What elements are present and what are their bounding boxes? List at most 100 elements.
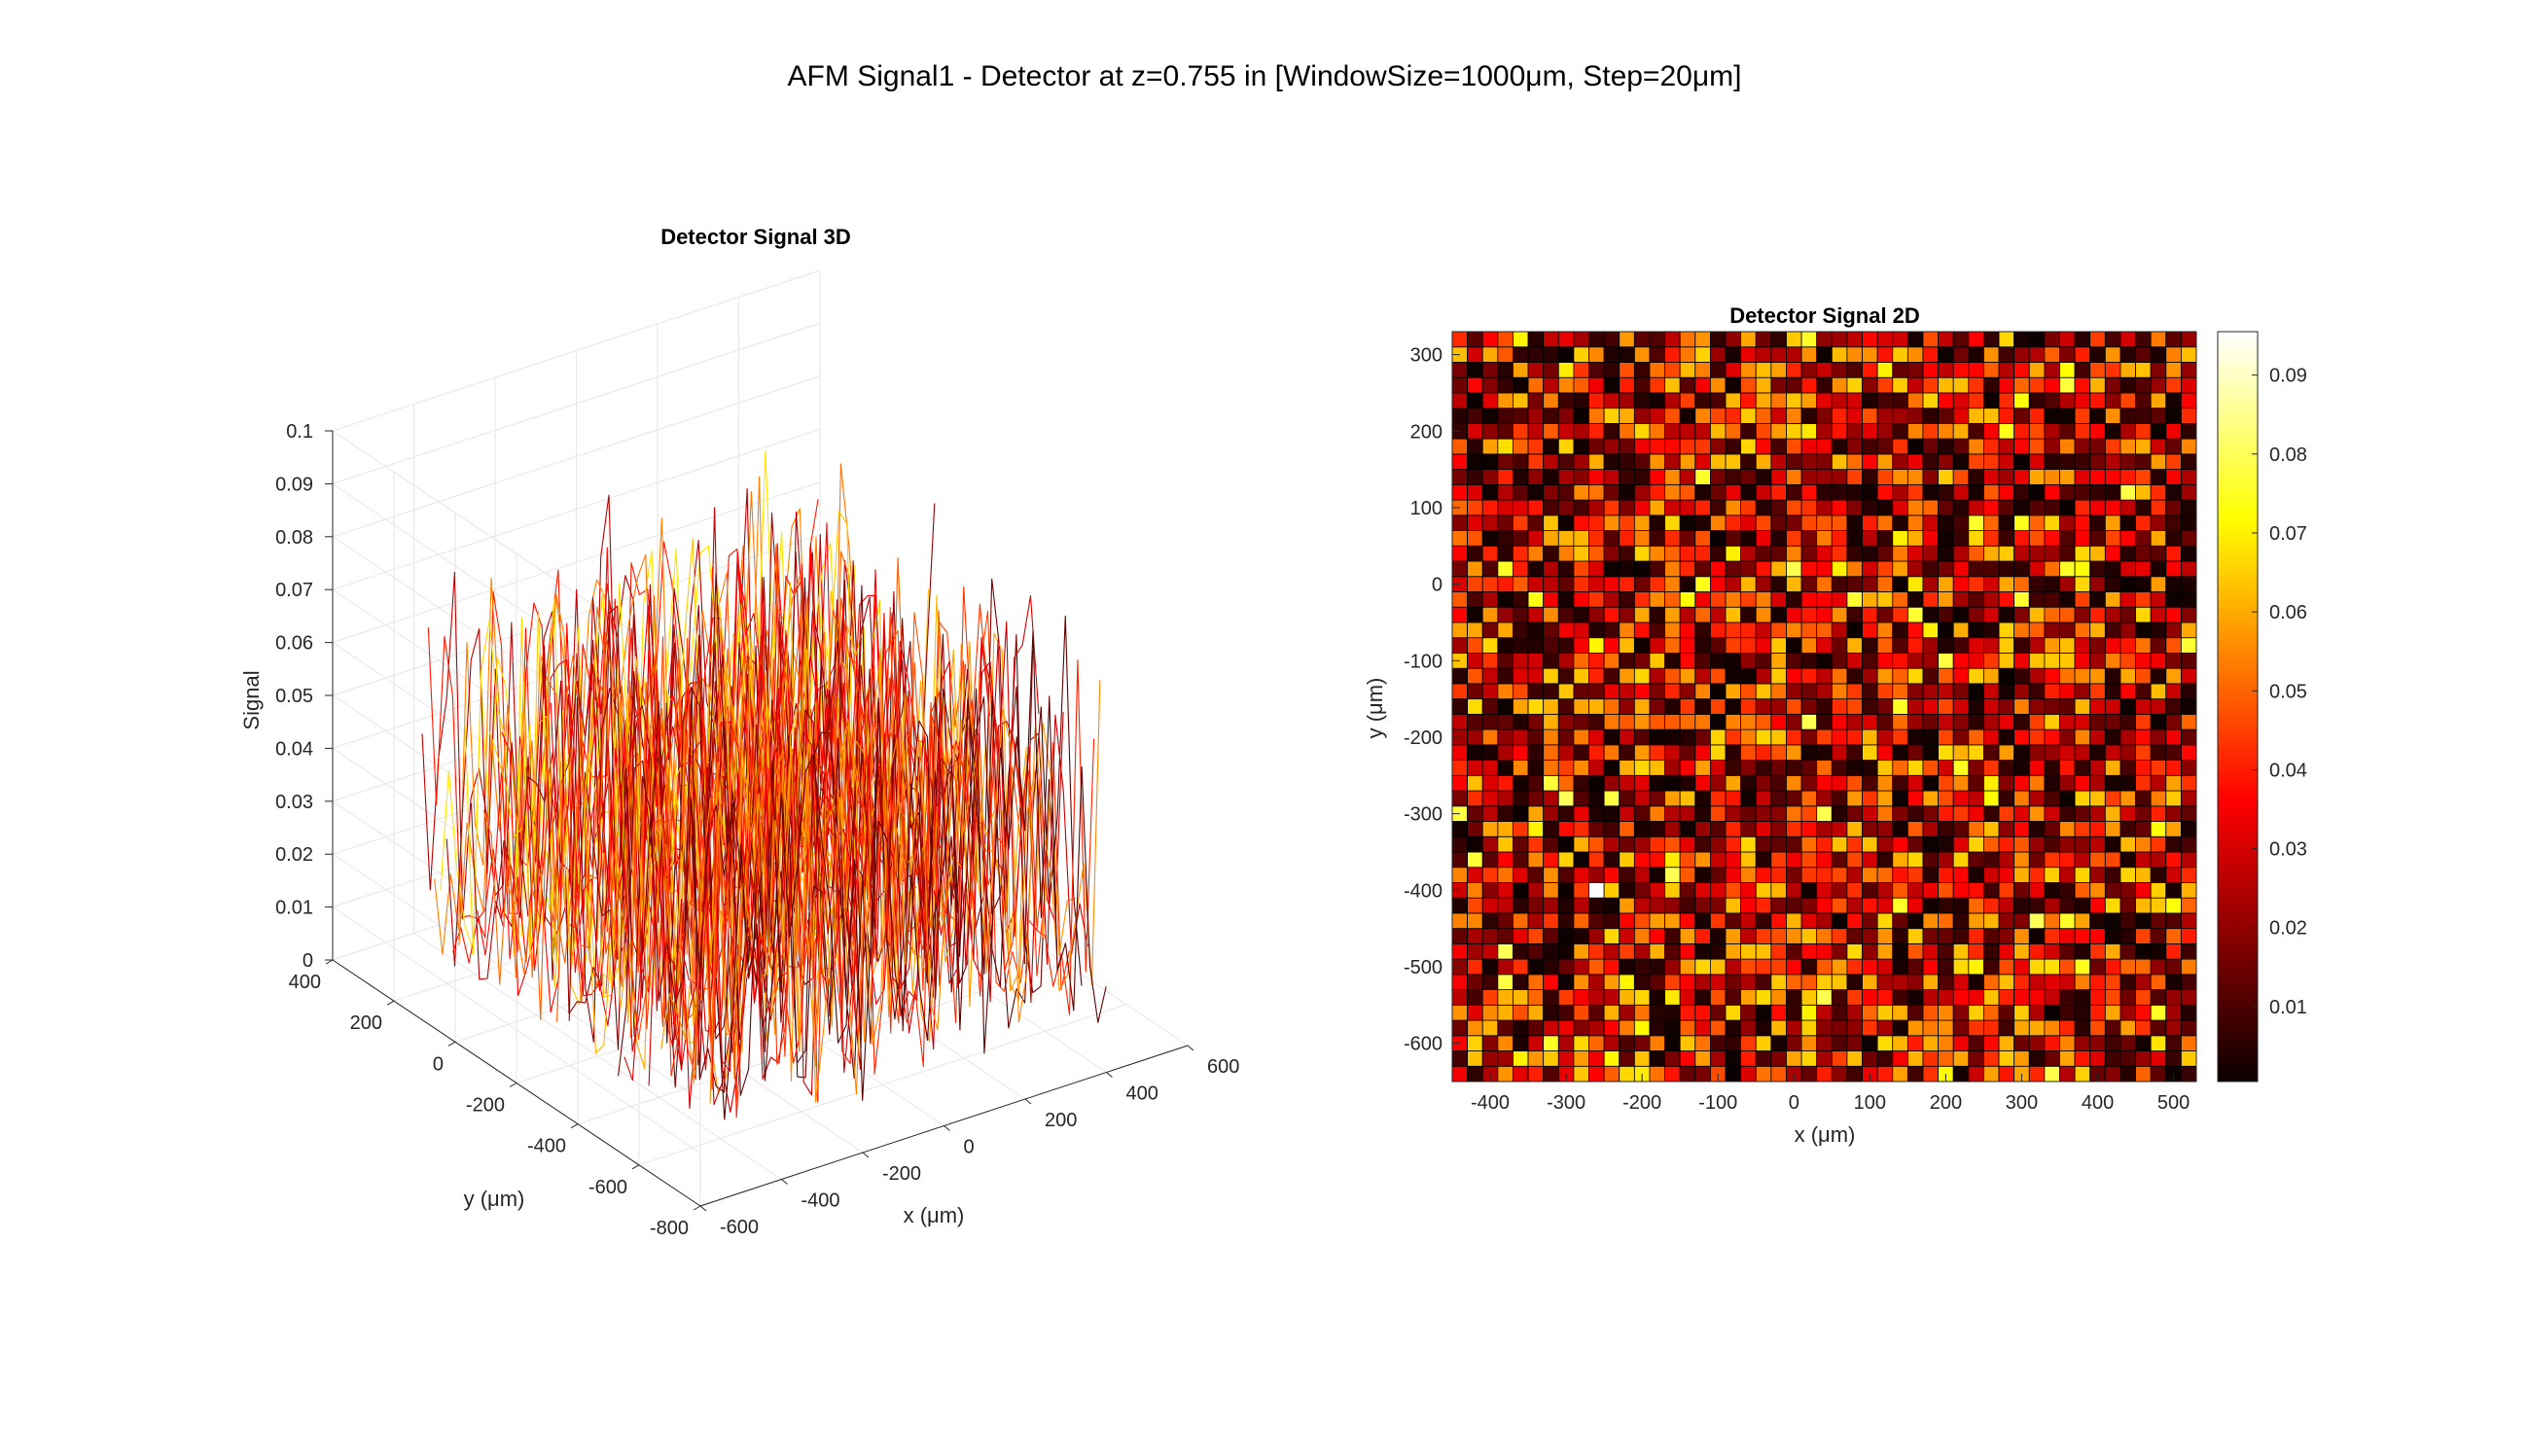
heatmap-cell <box>2104 408 2121 424</box>
heatmap-cell <box>1557 530 1575 547</box>
heatmap-cell <box>1527 515 1545 531</box>
heatmap-cell <box>1952 438 1970 455</box>
heatmap-cell <box>2165 744 2182 761</box>
heatmap-cell <box>1983 483 2000 501</box>
heatmap-cell <box>1740 453 1757 471</box>
heatmap-cell <box>1952 928 1970 944</box>
heatmap-cell <box>2135 851 2152 869</box>
heatmap-cell <box>1755 882 1772 899</box>
heatmap-cell <box>1664 821 1681 837</box>
heatmap-cell <box>1649 851 1665 869</box>
heatmap-cell <box>1497 576 1514 592</box>
heatmap-cell <box>2165 376 2182 394</box>
heatmap-cell <box>1938 469 1954 485</box>
heatmap-cell <box>1649 728 1665 746</box>
heatmap-cell <box>1497 1065 1514 1083</box>
heatmap-cell <box>1831 530 1848 547</box>
heatmap-cell <box>1557 805 1575 822</box>
heatmap-cell <box>1527 728 1545 746</box>
heatmap-cell <box>1451 637 1469 654</box>
heatmap-cell <box>1952 912 1970 930</box>
heatmap-cell <box>2074 774 2091 792</box>
x-tick-mark-3d <box>862 1152 870 1158</box>
heatmap-cell <box>1527 667 1545 685</box>
heatmap-cell <box>2150 989 2167 1006</box>
heatmap-cell <box>1786 882 1802 899</box>
heatmap-cell <box>1679 713 1696 730</box>
heatmap-cell <box>2044 1004 2060 1021</box>
heatmap-cell <box>1938 637 1954 654</box>
heatmap-cell <box>1998 408 2015 424</box>
heatmap-cell <box>1619 942 1635 960</box>
heatmap-cell <box>1770 530 1787 547</box>
heatmap-cell <box>1983 438 2000 455</box>
heatmap-cell <box>2165 760 2182 776</box>
colorbar-tick-label: 0.04 <box>2269 760 2307 781</box>
heatmap-cell <box>1740 912 1757 930</box>
heatmap-cell <box>1513 438 1529 455</box>
heatmap-cell <box>1922 851 1939 869</box>
heatmap-cell <box>1816 958 1833 976</box>
heatmap-cell <box>2044 530 2060 547</box>
heatmap-cell <box>1755 698 1772 715</box>
heatmap-cell <box>1892 928 1908 944</box>
heatmap-cell <box>1649 760 1665 776</box>
heatmap-cell <box>1497 606 1514 623</box>
heatmap-cell <box>1588 530 1605 547</box>
heatmap-cell <box>1983 667 2000 685</box>
heatmap-cell <box>2180 346 2197 363</box>
heatmap-cell <box>1952 698 1970 715</box>
heatmap-cell <box>1862 606 1878 623</box>
heatmap-cell <box>1755 1035 1772 1051</box>
heatmap-cell <box>2089 851 2106 869</box>
heatmap-cell <box>1557 362 1575 378</box>
heatmap-cell <box>1619 453 1635 471</box>
heatmap-cell <box>1694 1050 1711 1067</box>
heatmap-cell <box>1983 408 2000 424</box>
heatmap-cell <box>2028 728 2046 746</box>
heatmap-cell <box>2119 469 2136 485</box>
heatmap-cell <box>1938 912 1954 930</box>
heatmap-cell <box>2089 942 2106 960</box>
heatmap-cell <box>1543 744 1559 761</box>
heatmap-cell <box>1892 453 1908 471</box>
heatmap-cell <box>1876 438 1894 455</box>
heatmap-cell <box>2119 515 2136 531</box>
heatmap-cell <box>1846 362 1863 378</box>
heatmap-cell <box>2119 851 2136 869</box>
heatmap-cell <box>1513 362 1529 378</box>
heatmap-cell <box>2180 974 2197 990</box>
heatmap-cell <box>1619 621 1635 639</box>
heatmap-cell <box>1831 774 1848 792</box>
heatmap-cell <box>1513 713 1529 730</box>
heatmap-cell <box>1527 392 1545 409</box>
heatmap-cell <box>2104 897 2121 914</box>
heatmap-cell <box>2150 606 2167 623</box>
heatmap-cell <box>1481 560 1499 578</box>
heatmap-cell <box>1892 392 1908 409</box>
heatmap-cell <box>1922 1004 1939 1021</box>
heatmap-cell <box>1755 560 1772 578</box>
heatmap-cell <box>1527 530 1545 547</box>
heatmap-cell <box>1800 713 1818 730</box>
heatmap-cell <box>2074 499 2091 516</box>
heatmap-cell <box>1968 790 1984 807</box>
heatmap-cell <box>2089 790 2106 807</box>
heatmap-cell <box>1451 835 1469 853</box>
heatmap-cell <box>1816 805 1833 822</box>
heatmap-cell <box>1983 821 2000 837</box>
heatmap-cell <box>1694 545 1711 562</box>
heatmap-cell <box>1998 683 2015 700</box>
heatmap-cell <box>1694 1004 1711 1021</box>
heatmap-cell <box>1770 1065 1787 1083</box>
heatmap-cell <box>2059 1050 2076 1067</box>
heatmap-cell <box>1938 331 1954 348</box>
heatmap-cell <box>1755 958 1772 976</box>
heatmap-cell <box>1862 698 1878 715</box>
heatmap-cell <box>2104 774 2121 792</box>
heatmap-cell <box>1481 423 1499 440</box>
heatmap-cell <box>1922 882 1939 899</box>
heatmap-cell <box>2165 576 2182 592</box>
heatmap-cell <box>1573 423 1589 440</box>
heatmap-cell <box>1451 392 1469 409</box>
